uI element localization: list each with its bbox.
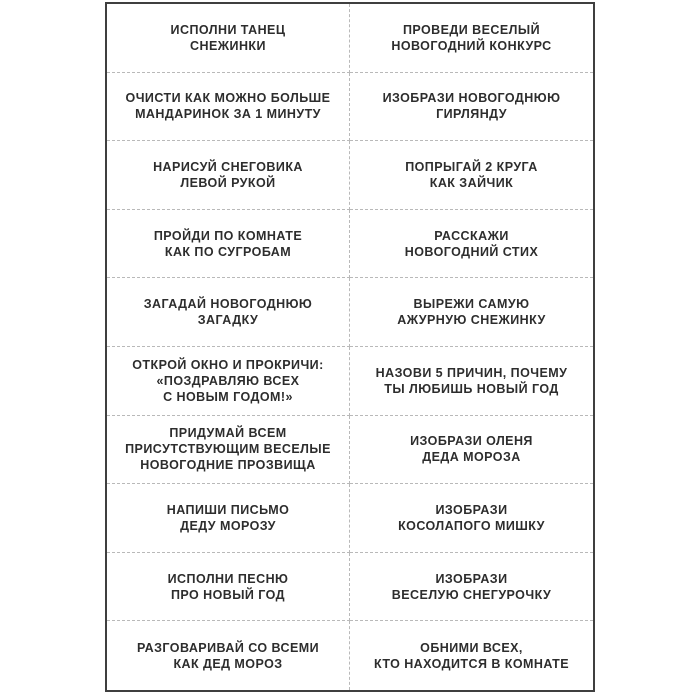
task-card: НАПИШИ ПИСЬМО ДЕДУ МОРОЗУ: [107, 484, 350, 553]
task-card: ПРИДУМАЙ ВСЕМ ПРИСУТСТВУЮЩИМ ВЕСЕЛЫЕ НОВ…: [107, 415, 350, 485]
task-card: ИСПОЛНИ ТАНЕЦ СНЕЖИНКИ: [107, 4, 350, 73]
task-card: ЗАГАДАЙ НОВОГОДНЮЮ ЗАГАДКУ: [107, 278, 350, 347]
task-card: ОБНИМИ ВСЕХ, КТО НАХОДИТСЯ В КОМНАТЕ: [373, 640, 570, 671]
task-card: ИЗОБРАЗИ ВЕСЕЛУЮ СНЕГУРОЧКУ: [350, 553, 593, 622]
task-card: ИЗОБРАЗИ НОВОГОДНЮЮ ГИРЛЯНДУ: [350, 73, 593, 142]
task-card: НАЗОВИ 5 ПРИЧИН, ПОЧЕМУ ТЫ ЛЮБИШЬ НОВЫЙ …: [350, 347, 593, 416]
task-card: ПРОЙДИ ПО КОМНАТЕ КАК ПО СУГРОБАМ: [107, 209, 350, 279]
task-card: ПОПРЫГАЙ 2 КРУГА КАК ЗАЙЧИК: [350, 141, 593, 210]
task-card: ИСПОЛНИ ПЕСНЮ ПРО НОВЫЙ ГОД: [107, 552, 350, 622]
card-sheet: ИСПОЛНИ ТАНЕЦ СНЕЖИНКИ ПРОВЕДИ ВЕСЕЛЫЙ Н…: [105, 2, 595, 692]
task-card: ИЗОБРАЗИ ОЛЕНЯ ДЕДА МОРОЗА: [350, 416, 593, 485]
task-card: НАРИСУЙ СНЕГОВИКА ЛЕВОЙ РУКОЙ: [107, 141, 350, 210]
task-card: ОТКРОЙ ОКНО И ПРОКРИЧИ: «ПОЗДРАВЛЯЮ ВСЕХ…: [107, 346, 350, 416]
task-card: ИЗОБРАЗИ КОСОЛАПОГО МИШКУ: [350, 484, 593, 553]
task-card: РАССКАЖИ НОВОГОДНИЙ СТИХ: [350, 210, 593, 279]
task-card: ОЧИСТИ КАК МОЖНО БОЛЬШЕ МАНДАРИНОК ЗА 1 …: [107, 72, 350, 142]
task-card: РАЗГОВАРИВАЙ СО ВСЕМИ КАК ДЕД МОРОЗ: [107, 621, 350, 690]
task-card: ВЫРЕЖИ САМУЮ АЖУРНУЮ СНЕЖИНКУ: [350, 278, 593, 347]
task-card: ПРОВЕДИ ВЕСЕЛЫЙ НОВОГОДНИЙ КОНКУРС: [350, 4, 593, 73]
